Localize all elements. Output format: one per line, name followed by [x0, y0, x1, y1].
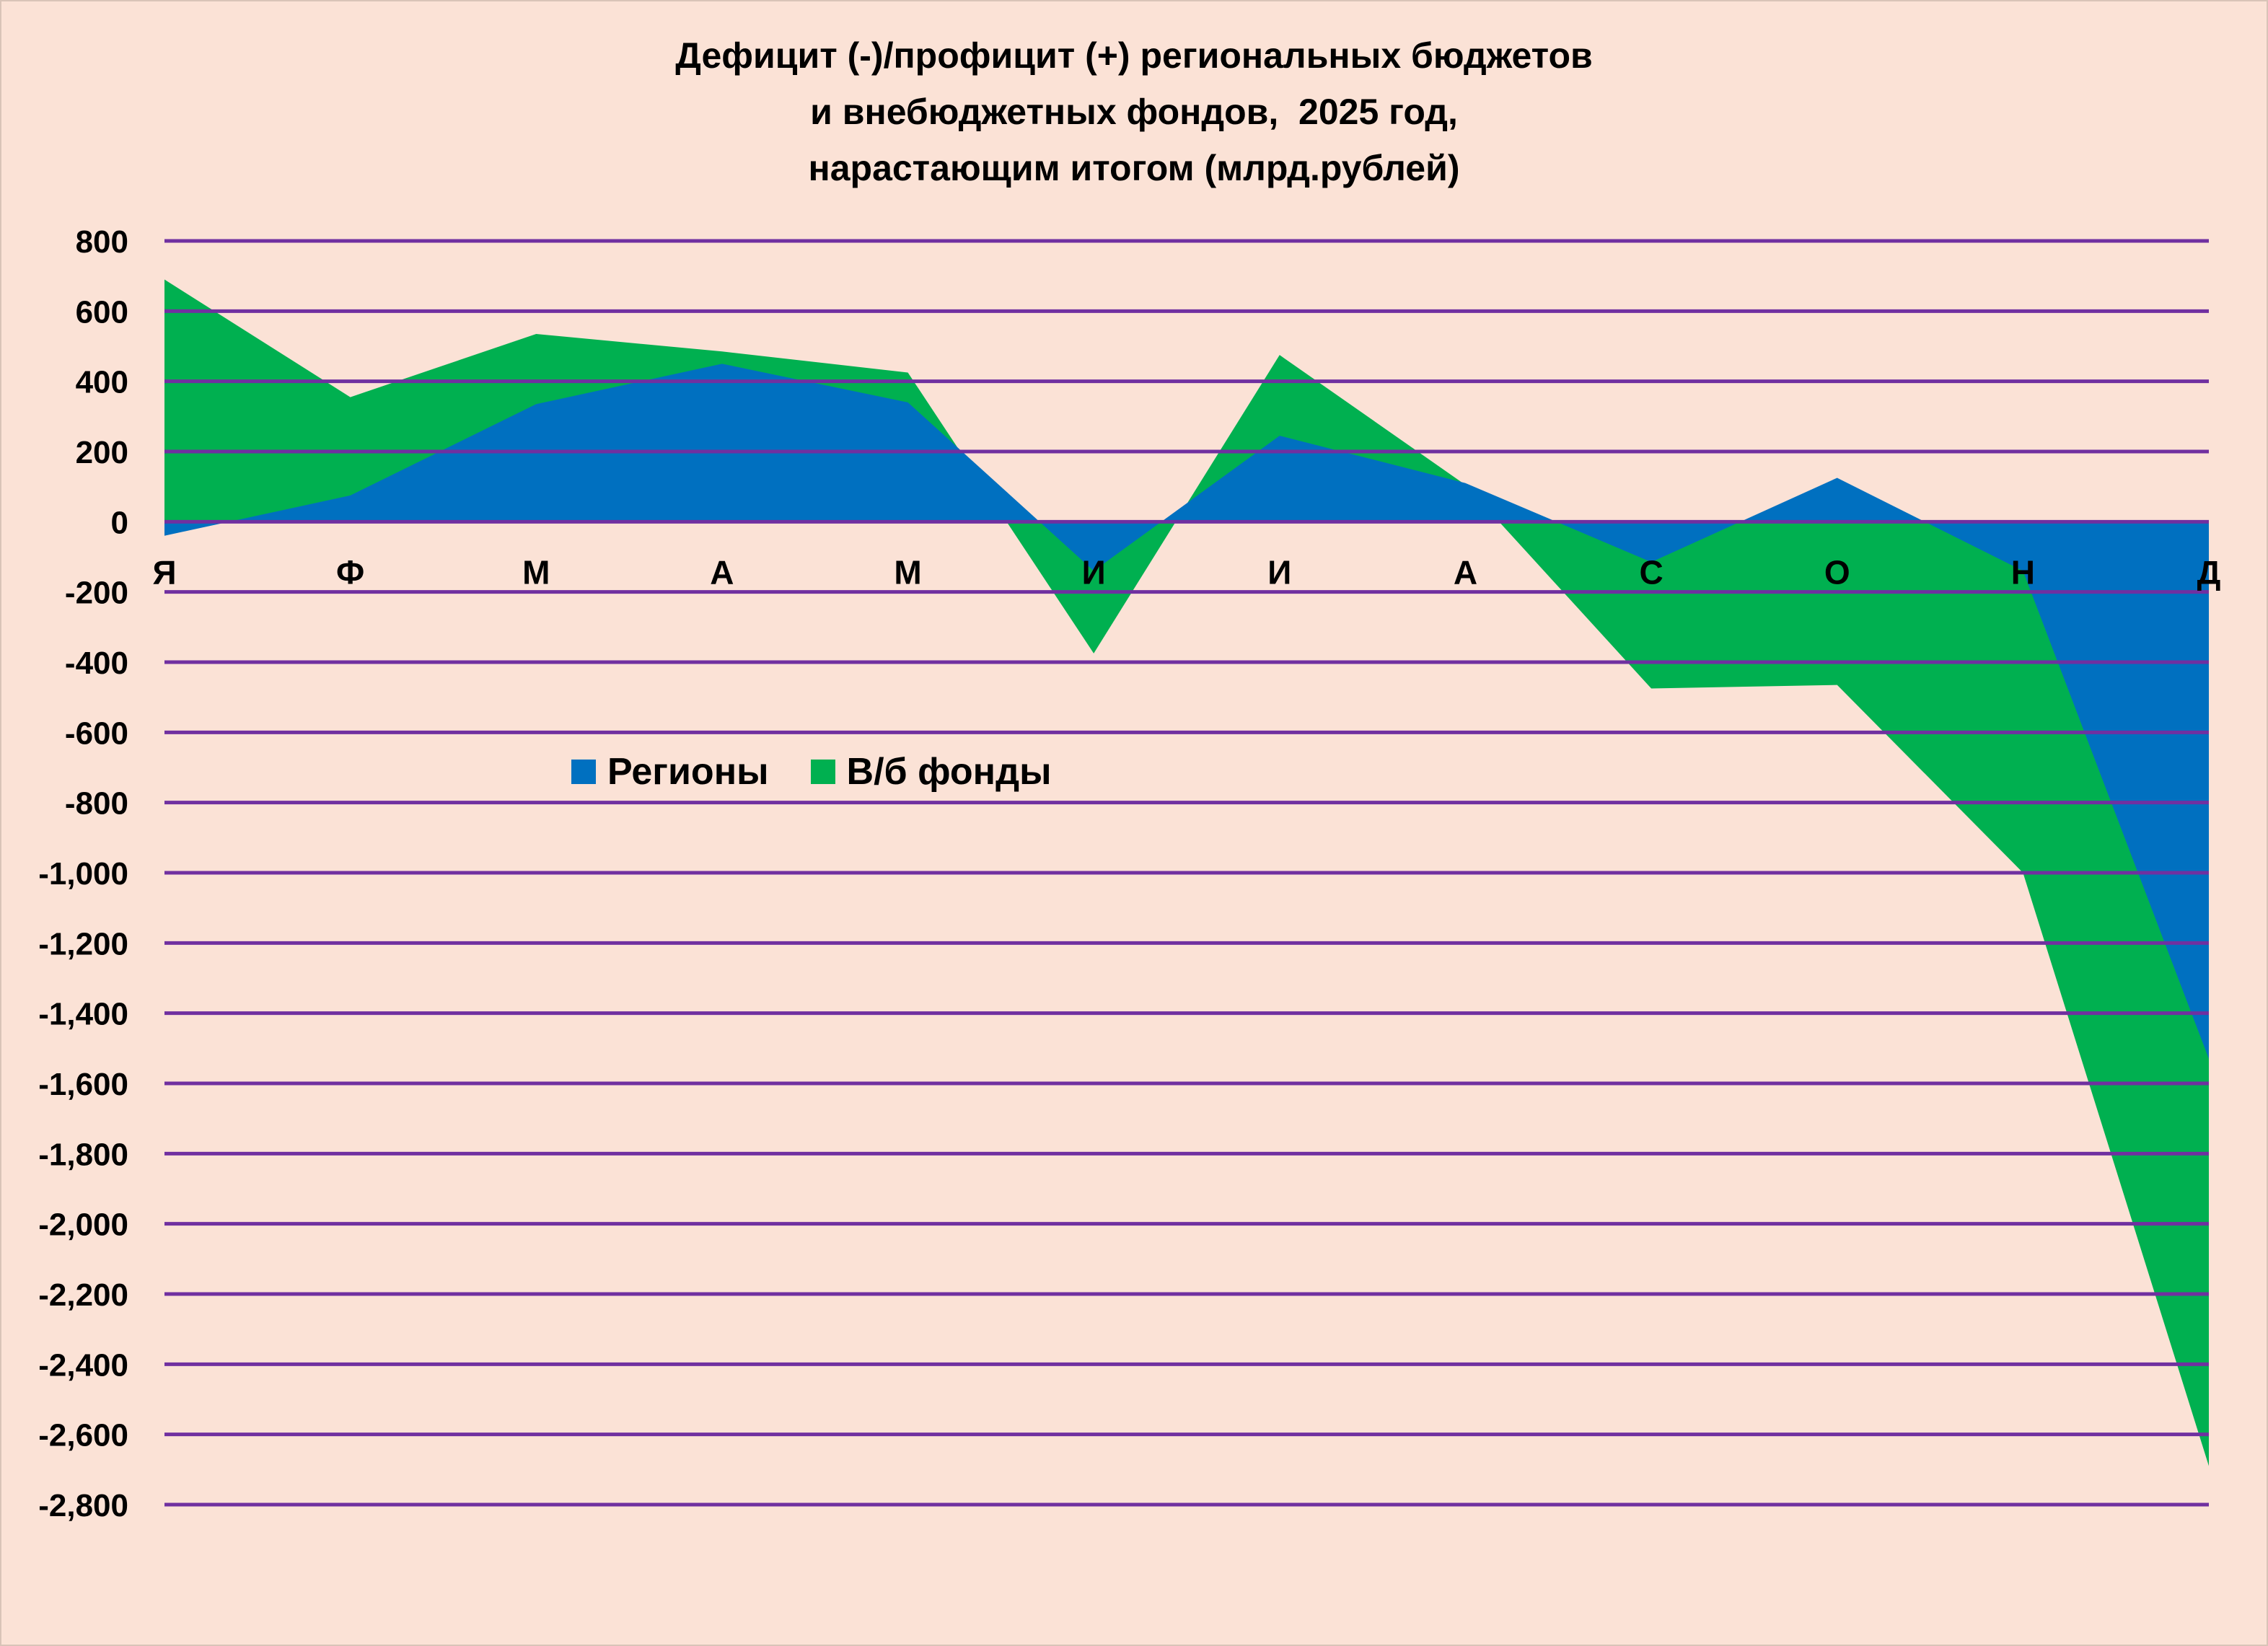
- series-area-funds: [164, 279, 2209, 1466]
- gridlines: [164, 239, 2209, 1507]
- y-tick-label: 200: [76, 435, 128, 470]
- chart-title-line-3: нарастающим итогом (млрд.рублей): [808, 148, 1460, 188]
- y-tick-label: 400: [76, 365, 128, 400]
- y-tick-label: -2,000: [38, 1207, 128, 1243]
- y-axis-labels: 800 600 400 200 0 -200 -400 -600 -800 -1,000 -1,20…: [38, 224, 128, 1523]
- y-tick-label: -1,000: [38, 856, 128, 892]
- x-tick-label: Я: [152, 553, 176, 591]
- y-tick-label: -600: [65, 716, 128, 751]
- x-tick-label: А: [710, 553, 734, 591]
- y-tick-label: -2,400: [38, 1347, 128, 1383]
- legend-label-regions: Регионы: [607, 751, 769, 793]
- x-tick-label: Н: [2011, 553, 2035, 591]
- series-area-regions: [164, 364, 2209, 1059]
- y-tick-label: -1,400: [38, 997, 128, 1032]
- x-tick-label: М: [522, 553, 550, 591]
- y-tick-label: -1,200: [38, 926, 128, 961]
- series-layer: [164, 279, 2209, 1466]
- chart-title-line-1: Дефицит (-)/профицит (+) региональных бю…: [675, 35, 1593, 76]
- y-tick-label: -200: [65, 576, 128, 611]
- legend: Регионы В/б фонды: [571, 750, 1093, 793]
- y-tick-label: -2,600: [38, 1418, 128, 1453]
- legend-item-regions: Регионы: [571, 750, 769, 793]
- x-tick-label: С: [1639, 553, 1663, 591]
- x-tick-label: О: [1824, 553, 1850, 591]
- x-tick-label: И: [1267, 553, 1291, 591]
- chart-title: Дефицит (-)/профицит (+) региональных бю…: [0, 27, 2268, 196]
- y-tick-label: -800: [65, 786, 128, 822]
- legend-label-funds: В/б фонды: [846, 751, 1052, 793]
- x-tick-label: И: [1082, 553, 1106, 591]
- y-tick-label: -2,800: [38, 1488, 128, 1523]
- y-tick-label: -2,200: [38, 1277, 128, 1313]
- y-tick-label: -400: [65, 646, 128, 681]
- x-tick-label: М: [894, 553, 921, 591]
- y-tick-label: -1,600: [38, 1067, 128, 1102]
- y-tick-label: 600: [76, 294, 128, 330]
- y-tick-label: 800: [76, 224, 128, 260]
- x-tick-label: Ф: [336, 553, 364, 591]
- legend-item-funds: В/б фонды: [810, 750, 1052, 793]
- x-tick-label: Д: [2197, 553, 2221, 591]
- x-tick-label: А: [1454, 553, 1477, 591]
- chart-title-line-2: и внебюджетных фондов, 2025 год,: [810, 92, 1458, 132]
- legend-swatch-funds: [810, 760, 835, 784]
- y-tick-label: -1,800: [38, 1137, 128, 1172]
- legend-swatch-regions: [571, 760, 596, 784]
- y-tick-label: 0: [111, 505, 128, 540]
